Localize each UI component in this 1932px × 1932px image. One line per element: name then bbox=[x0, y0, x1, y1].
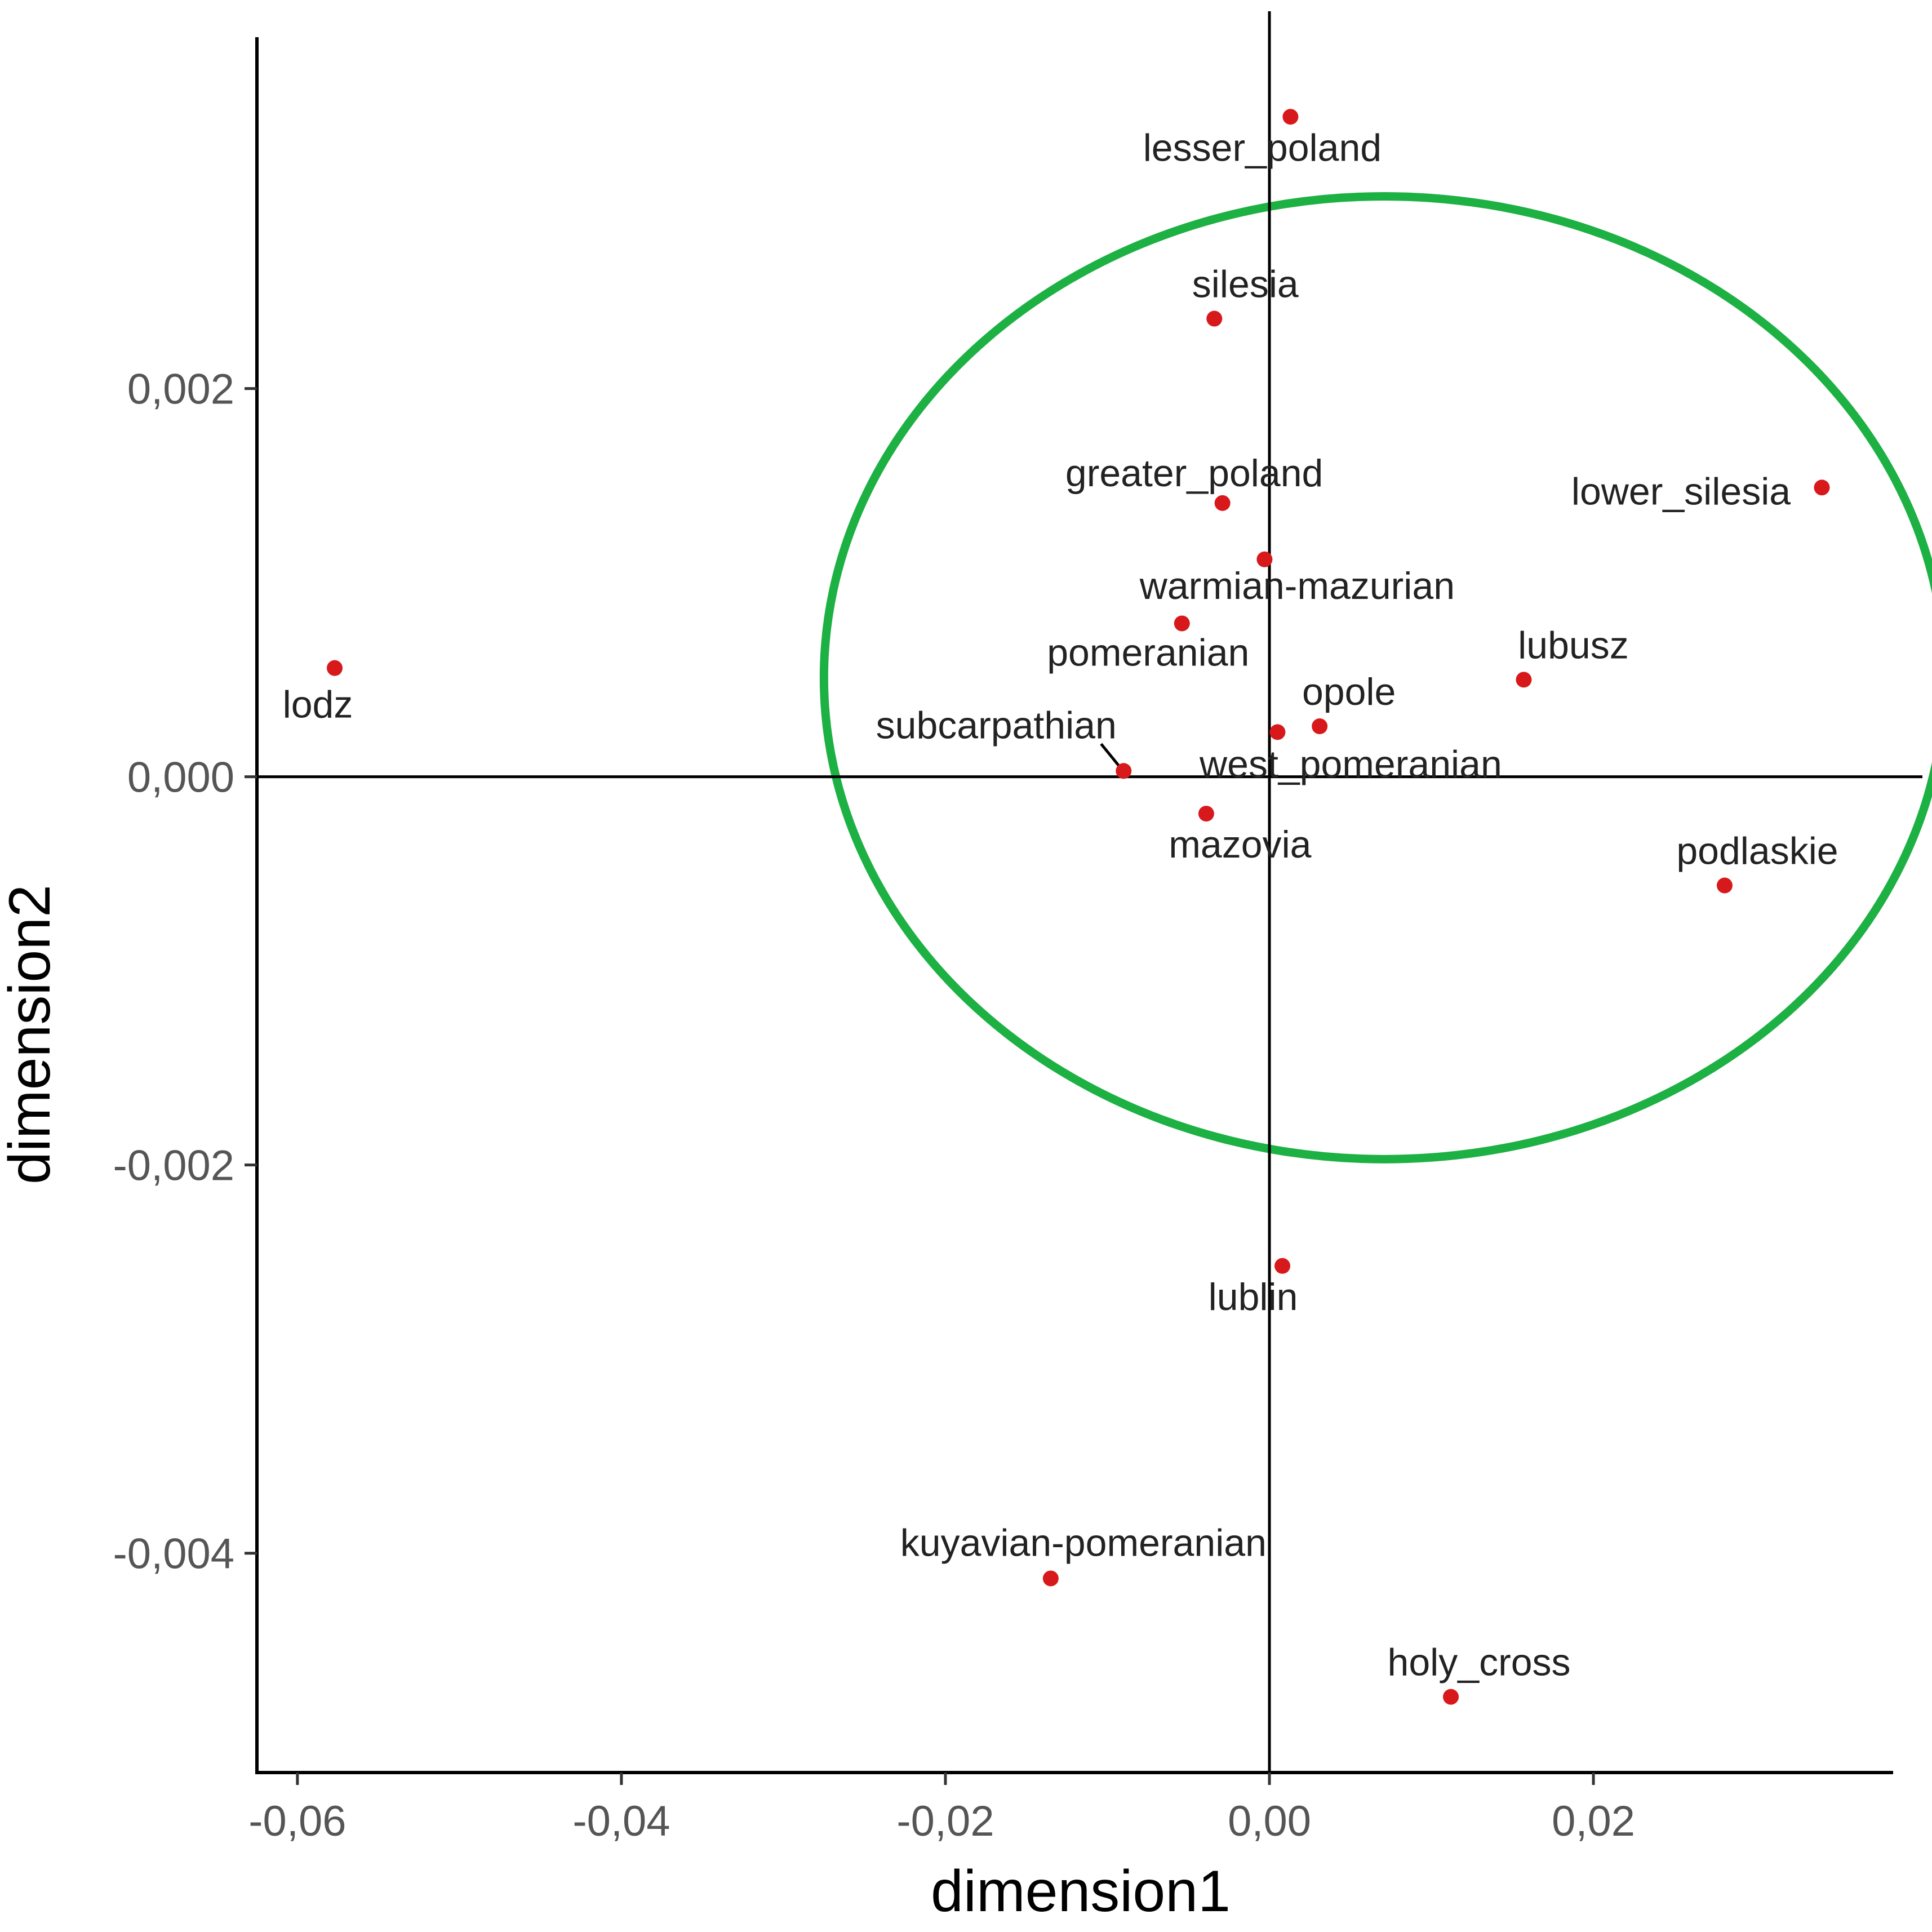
y-tick-label: 0,002 bbox=[127, 366, 234, 414]
axes bbox=[255, 37, 1893, 1774]
data-point bbox=[1174, 615, 1190, 632]
point-label: warmian-mazurian bbox=[1139, 565, 1455, 607]
point-label: lubusz bbox=[1518, 624, 1629, 667]
data-point bbox=[1269, 724, 1286, 740]
label-connector bbox=[1100, 743, 1122, 769]
point-label: lower_silesia bbox=[1571, 470, 1791, 513]
x-tick-label: 0,02 bbox=[1552, 1797, 1635, 1845]
data-point bbox=[1214, 495, 1231, 511]
ticks: -0,06 -0,04 -0,02 0,00 0,02 -0,004 -0,002 0,000… bbox=[113, 366, 1636, 1845]
data-point bbox=[1312, 718, 1328, 735]
data-point bbox=[1282, 109, 1299, 125]
data-point bbox=[1716, 877, 1733, 894]
x-tick-label: -0,06 bbox=[248, 1797, 346, 1845]
data-point bbox=[1198, 806, 1214, 822]
data-point bbox=[327, 660, 343, 676]
confidence-ellipse bbox=[820, 192, 1932, 1163]
label-connectors bbox=[1100, 743, 1122, 769]
reference-lines bbox=[257, 11, 1922, 1773]
point-label: subcarpathian bbox=[876, 704, 1117, 747]
y-tick-label: 0,000 bbox=[127, 754, 234, 802]
data-points bbox=[327, 109, 1830, 1705]
data-point bbox=[1814, 479, 1830, 496]
data-point bbox=[1274, 1258, 1291, 1274]
point-label: kuyavian-pomeranian bbox=[900, 1521, 1267, 1564]
point-label: lesser_poland bbox=[1143, 126, 1382, 169]
point-label: lublin bbox=[1209, 1276, 1298, 1318]
data-point bbox=[1516, 672, 1532, 688]
point-label: greater_poland bbox=[1065, 452, 1323, 495]
point-label: mazovia bbox=[1169, 823, 1311, 866]
x-tick-label: -0,02 bbox=[896, 1797, 994, 1845]
point-label: holy_cross bbox=[1388, 1641, 1571, 1684]
data-point bbox=[1256, 551, 1273, 567]
y-axis-title: dimension2 bbox=[0, 885, 63, 1184]
x-tick-label: -0,04 bbox=[572, 1797, 670, 1845]
x-axis-title: dimension1 bbox=[931, 1859, 1231, 1924]
point-label: lodz bbox=[283, 683, 353, 726]
data-point bbox=[1206, 310, 1223, 327]
point-label: pomeranian bbox=[1047, 631, 1249, 674]
point-label: silesia bbox=[1192, 263, 1299, 306]
data-point bbox=[1042, 1570, 1059, 1587]
data-point bbox=[1443, 1689, 1459, 1705]
point-label: west_pomeranian bbox=[1199, 743, 1502, 785]
y-tick-label: -0,004 bbox=[113, 1530, 235, 1578]
data-point bbox=[1116, 763, 1132, 779]
x-tick-label: 0,00 bbox=[1228, 1797, 1311, 1845]
confidence-ellipse-layer bbox=[820, 192, 1932, 1163]
point-label: opole bbox=[1302, 670, 1396, 713]
point-label: podlaskie bbox=[1676, 830, 1838, 873]
y-tick-label: -0,002 bbox=[113, 1142, 235, 1190]
